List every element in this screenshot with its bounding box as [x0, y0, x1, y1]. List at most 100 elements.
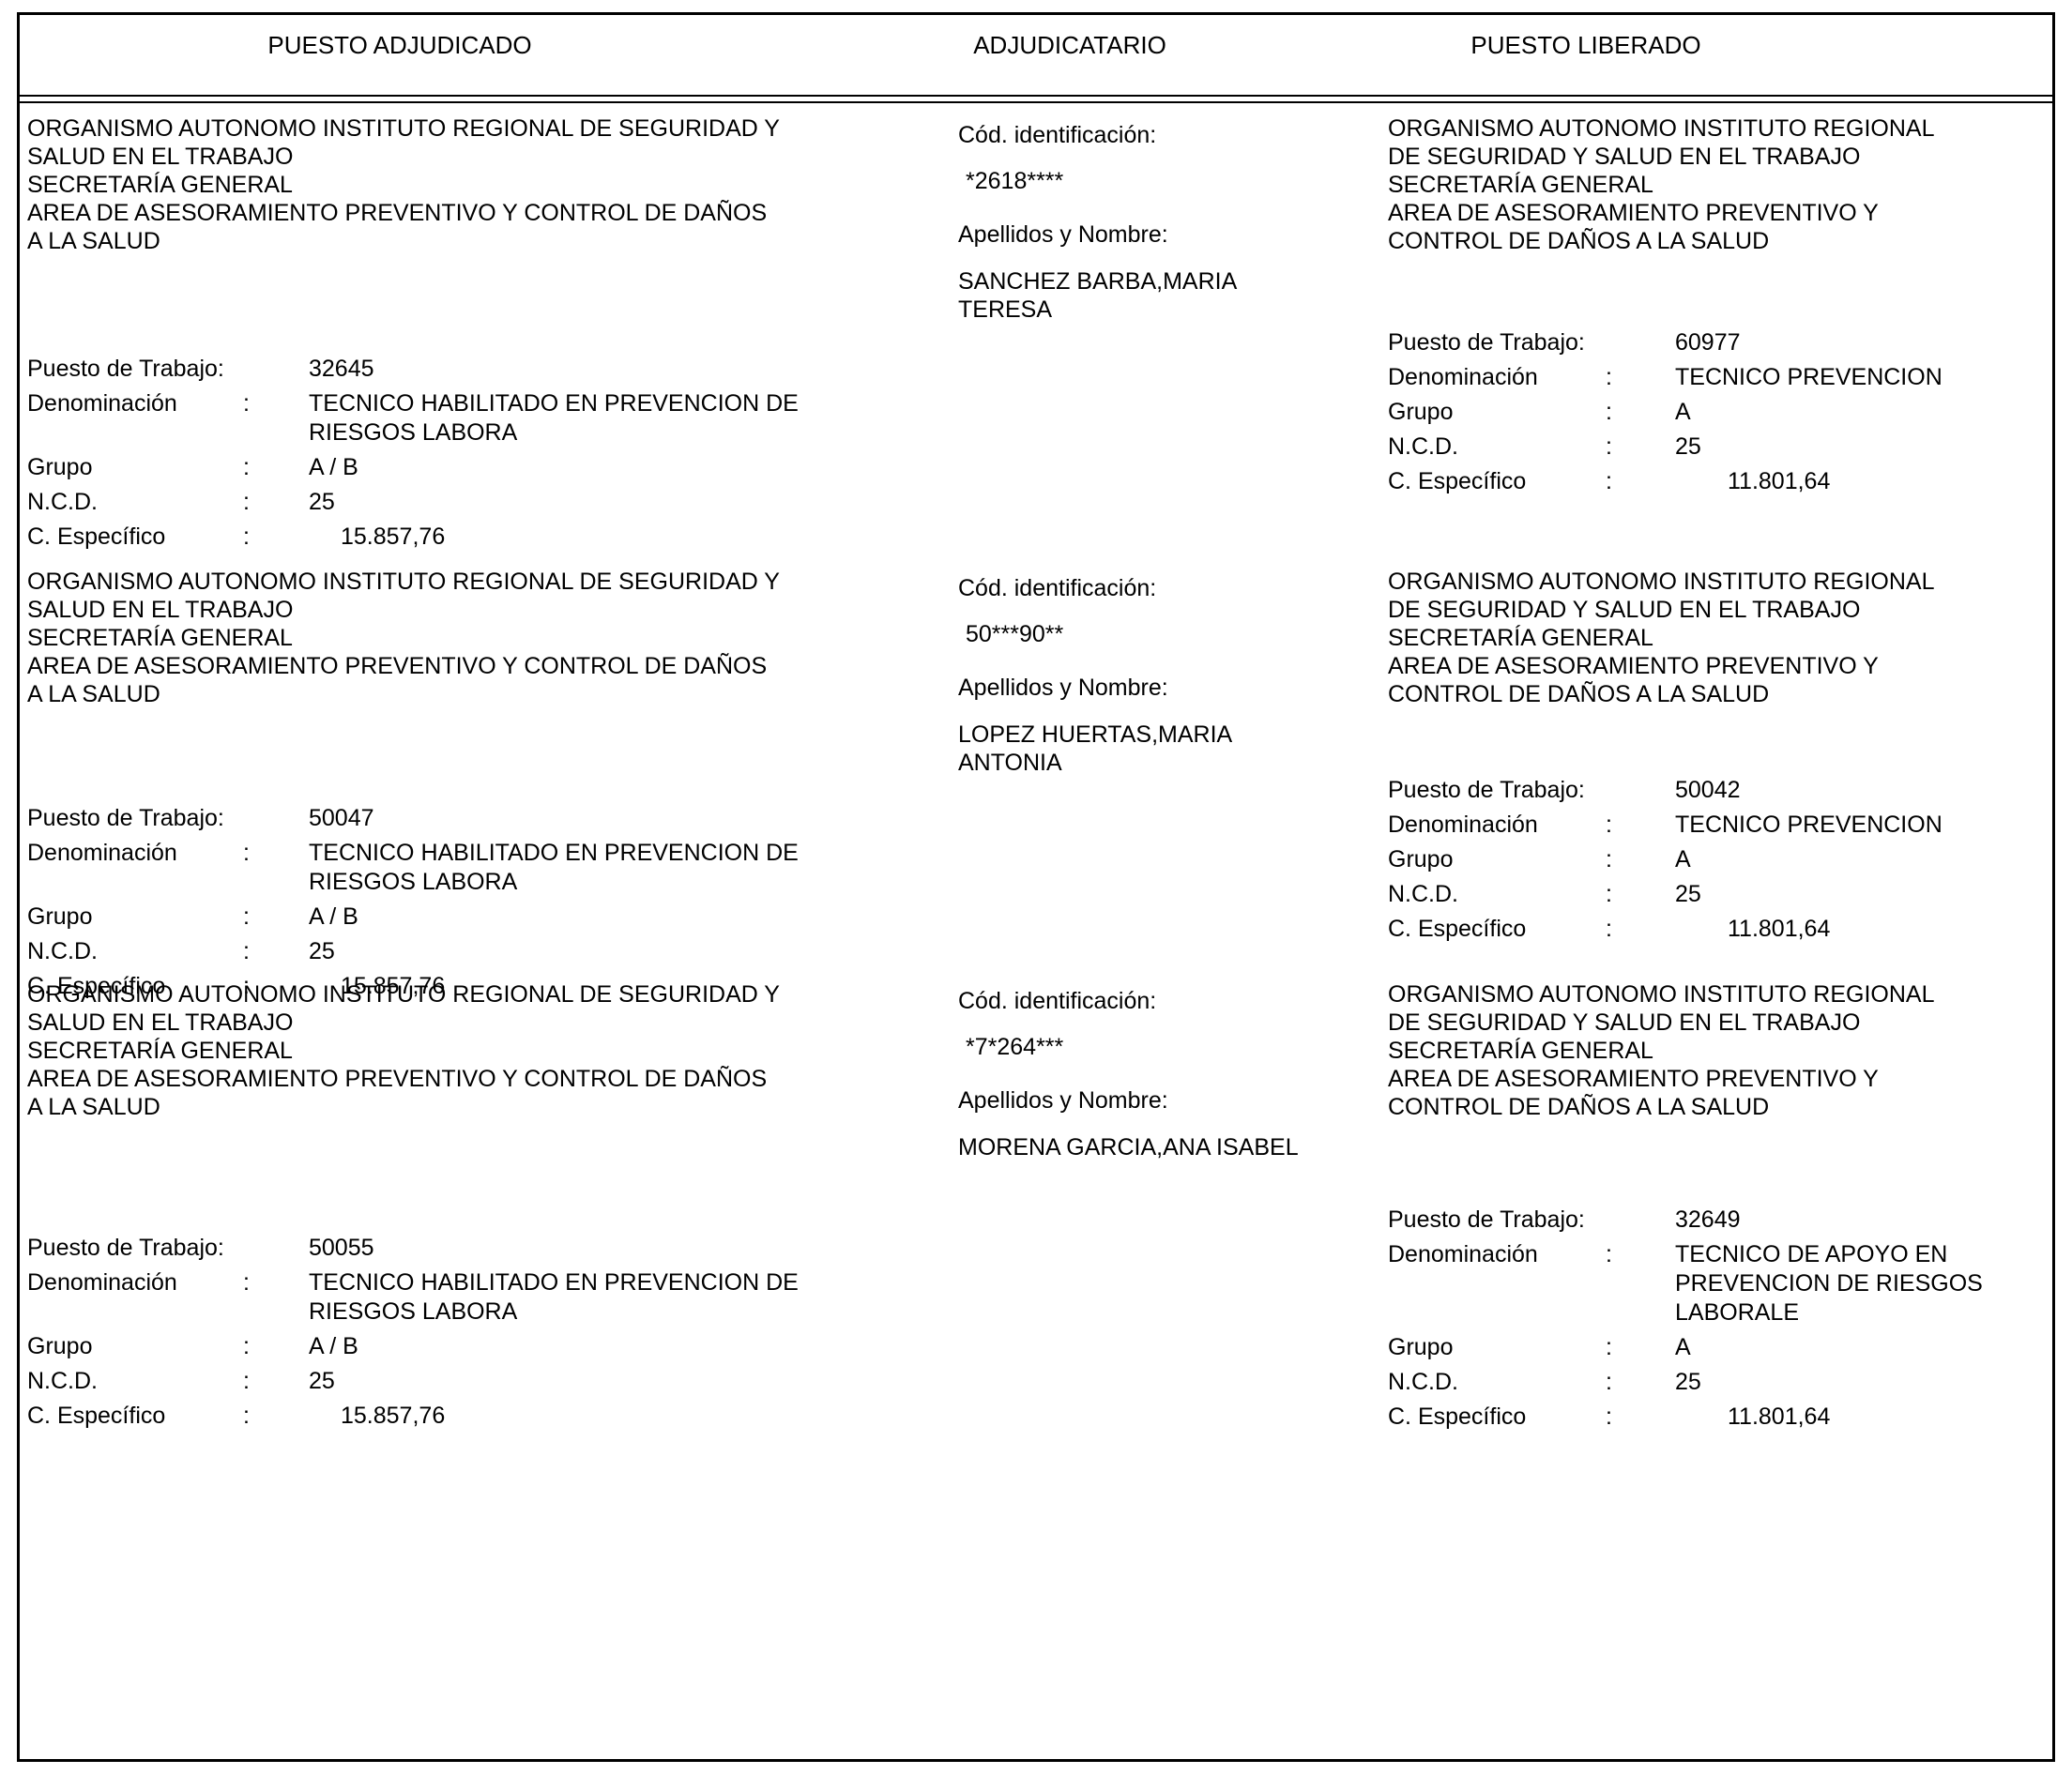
colon: : — [243, 903, 250, 930]
ncd-label: N.C.D. — [27, 1368, 98, 1394]
adjudicatario-cell: Cód. identificación: *7*264*** Apellidos… — [956, 980, 1388, 1581]
ncd-label: N.C.D. — [27, 938, 98, 964]
colon: : — [243, 523, 250, 550]
grupo-label: Grupo — [1388, 399, 1454, 425]
c-especifico-value: 11.801,64 — [1728, 916, 1831, 942]
grupo-value: A — [1675, 1334, 1691, 1360]
released-details: Puesto de Trabajo: 60977 Denominación: TEC… — [1388, 328, 2049, 496]
puesto-trabajo-label: Puesto de Trabajo: — [1388, 329, 1585, 356]
released-details: Puesto de Trabajo: 32649 Denominación: TEC… — [1388, 1206, 2049, 1432]
awarded-details: Puesto de Trabajo: 32645 Denominación: TEC… — [27, 355, 956, 552]
awarded-details: Puesto de Trabajo: 50055 Denominación: TEC… — [27, 1234, 956, 1431]
detail-row-c-especifico: C. Específico: 11.801,64 — [1388, 467, 2049, 496]
c-especifico-value: 15.857,76 — [341, 1403, 446, 1429]
denominacion-label: Denominación — [27, 840, 177, 866]
denominacion-value: TECNICO HABILITADO EN PREVENCION DE RIES… — [309, 1269, 799, 1325]
award-record: ORGANISMO AUTONOMO INSTITUTO REGIONAL DE… — [27, 114, 2049, 568]
awarded-organization: ORGANISMO AUTONOMO INSTITUTO REGIONAL DE… — [27, 115, 780, 254]
released-organization: ORGANISMO AUTONOMO INSTITUTO REGIONAL DE… — [1388, 981, 1935, 1120]
detail-row-grupo: Grupo: A / B — [27, 1332, 956, 1361]
ncd-label: N.C.D. — [1388, 881, 1458, 907]
colon — [1606, 328, 1675, 357]
c-especifico-label: C. Específico — [27, 1403, 166, 1429]
puesto-adjudicado-cell: ORGANISMO AUTONOMO INSTITUTO REGIONAL DE… — [27, 568, 956, 1007]
ncd-value: 25 — [309, 1368, 335, 1394]
puesto-trabajo-value: 32649 — [1675, 1206, 1741, 1233]
adjudicatario-cell: Cód. identificación: 50***90** Apellidos… — [956, 568, 1388, 1007]
c-especifico-label: C. Específico — [27, 523, 166, 550]
colon: : — [243, 489, 250, 515]
grupo-value: A — [1675, 846, 1691, 872]
apellidos-nombre-value: SANCHEZ BARBA,MARIA TERESA — [958, 268, 1238, 323]
puesto-trabajo-value: 50055 — [309, 1235, 374, 1261]
colon — [1606, 1206, 1675, 1235]
puesto-liberado-cell: ORGANISMO AUTONOMO INSTITUTO REGIONAL DE… — [1388, 980, 2049, 1581]
detail-row-puesto-trabajo: Puesto de Trabajo: 60977 — [1388, 328, 2049, 357]
colon: : — [1606, 846, 1612, 872]
released-organization: ORGANISMO AUTONOMO INSTITUTO REGIONAL DE… — [1388, 115, 1935, 254]
ncd-value: 25 — [1675, 881, 1701, 907]
table-frame: PUESTO ADJUDICADO ADJUDICATARIO PUESTO L… — [17, 12, 2055, 1762]
detail-row-grupo: Grupo: A — [1388, 398, 2049, 427]
colon: : — [243, 1368, 250, 1394]
grupo-label: Grupo — [27, 903, 93, 930]
colon: : — [243, 454, 250, 480]
denominacion-value: TECNICO HABILITADO EN PREVENCION DE RIES… — [309, 840, 799, 895]
c-especifico-label: C. Específico — [1388, 468, 1527, 494]
puesto-trabajo-label: Puesto de Trabajo: — [1388, 1206, 1585, 1233]
detail-row-denominacion: Denominación: TECNICO HABILITADO EN PREVE… — [27, 839, 956, 897]
puesto-trabajo-label: Puesto de Trabajo: — [1388, 777, 1585, 803]
award-record: ORGANISMO AUTONOMO INSTITUTO REGIONAL DE… — [27, 568, 2049, 999]
grupo-label: Grupo — [1388, 846, 1454, 872]
detail-row-puesto-trabajo: Puesto de Trabajo: 32645 — [27, 355, 956, 384]
colon — [243, 804, 309, 833]
adjudicatario-cell: Cód. identificación: *2618**** Apellidos… — [956, 114, 1388, 568]
denominacion-value: TECNICO PREVENCION — [1675, 364, 1942, 390]
denominacion-label: Denominación — [1388, 1241, 1538, 1267]
colon — [243, 355, 309, 384]
grupo-value: A — [1675, 399, 1691, 425]
detail-row-denominacion: Denominación: TECNICO HABILITADO EN PREVE… — [27, 1268, 956, 1327]
colon: : — [243, 840, 250, 866]
detail-row-c-especifico: C. Específico: 11.801,64 — [1388, 915, 2049, 944]
detail-row-ncd: N.C.D.: 25 — [1388, 1368, 2049, 1397]
header-separator-rule — [20, 95, 2052, 103]
colon: : — [243, 390, 250, 417]
puesto-trabajo-label: Puesto de Trabajo: — [27, 805, 224, 831]
colon: : — [1606, 1241, 1612, 1267]
apellidos-nombre-value: MORENA GARCIA,ANA ISABEL — [958, 1134, 1299, 1161]
detail-row-ncd: N.C.D.: 25 — [1388, 432, 2049, 462]
colon: : — [243, 1333, 250, 1359]
c-especifico-label: C. Específico — [1388, 1403, 1527, 1430]
awarded-organization: ORGANISMO AUTONOMO INSTITUTO REGIONAL DE… — [27, 981, 780, 1120]
puesto-adjudicado-cell: ORGANISMO AUTONOMO INSTITUTO REGIONAL DE… — [27, 980, 956, 1581]
released-details: Puesto de Trabajo: 50042 Denominación: TEC… — [1388, 776, 2049, 944]
colon: : — [1606, 1369, 1612, 1395]
apellidos-nombre-value: LOPEZ HUERTAS,MARIA ANTONIA — [958, 721, 1233, 776]
c-especifico-label: C. Específico — [1388, 916, 1527, 942]
detail-row-ncd: N.C.D.: 25 — [27, 488, 956, 517]
grupo-label: Grupo — [27, 1333, 93, 1359]
colon: : — [1606, 1334, 1612, 1360]
apellidos-nombre-label: Apellidos y Nombre: — [958, 675, 1168, 701]
c-especifico-value: 15.857,76 — [341, 523, 446, 550]
ncd-label: N.C.D. — [27, 489, 98, 515]
c-especifico-value: 15.857,76 — [341, 973, 446, 999]
cod-identificacion-value: 50***90** — [966, 621, 1064, 647]
detail-row-grupo: Grupo: A — [1388, 1333, 2049, 1362]
column-header-puesto-adjudicado: PUESTO ADJUDICADO — [267, 31, 532, 59]
grupo-label: Grupo — [1388, 1334, 1454, 1360]
colon: : — [1606, 916, 1612, 942]
detail-row-ncd: N.C.D.: 25 — [27, 937, 956, 966]
detail-row-grupo: Grupo: A / B — [27, 903, 956, 932]
awarded-details: Puesto de Trabajo: 50047 Denominación: TEC… — [27, 804, 956, 1001]
c-especifico-value: 11.801,64 — [1728, 468, 1831, 494]
denominacion-label: Denominación — [27, 390, 177, 417]
c-especifico-value: 11.801,64 — [1728, 1403, 1831, 1430]
detail-row-c-especifico: C. Específico: 15.857,76 — [27, 523, 956, 552]
colon — [1606, 776, 1675, 805]
colon: : — [1606, 1403, 1612, 1430]
detail-row-puesto-trabajo: Puesto de Trabajo: 50055 — [27, 1234, 956, 1263]
denominacion-value: TECNICO DE APOYO EN PREVENCION DE RIESGO… — [1675, 1241, 1983, 1326]
